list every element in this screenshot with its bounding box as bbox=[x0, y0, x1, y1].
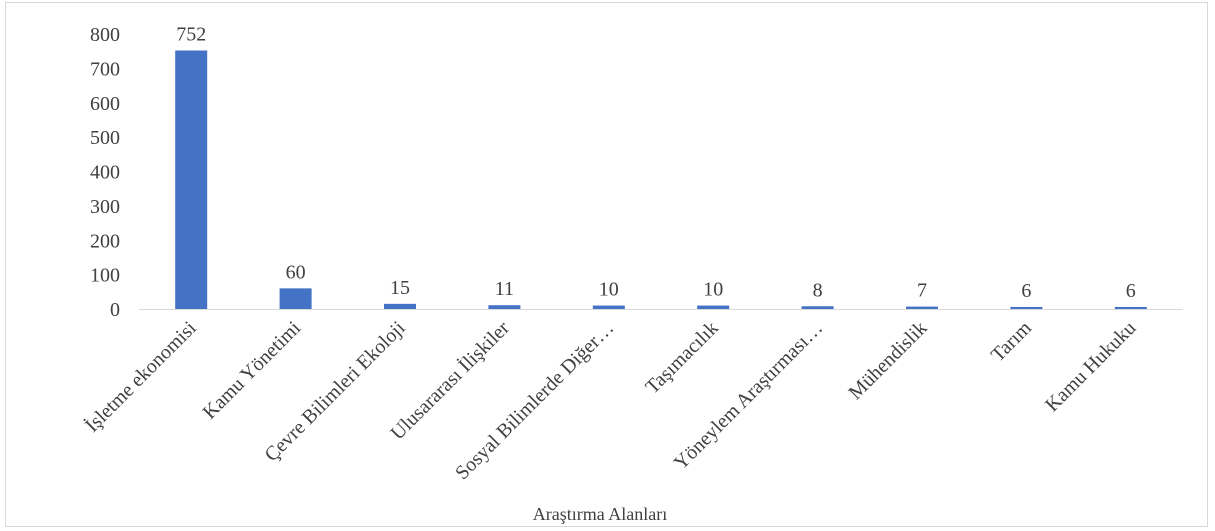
data-label: 7 bbox=[917, 280, 927, 302]
data-label: 6 bbox=[1126, 280, 1136, 302]
bar bbox=[384, 303, 416, 309]
bar bbox=[175, 50, 208, 309]
data-label: 15 bbox=[390, 277, 410, 299]
bar bbox=[697, 305, 730, 309]
bar bbox=[279, 288, 312, 309]
x-category-label: Taşımacılık bbox=[641, 317, 722, 398]
y-tick-label: 500 bbox=[90, 127, 120, 149]
x-axis-title: Araştırma Alanları bbox=[533, 504, 667, 524]
bar bbox=[801, 306, 834, 309]
data-label: 10 bbox=[703, 279, 723, 301]
y-tick-label: 0 bbox=[110, 299, 120, 321]
bars bbox=[175, 50, 1147, 309]
y-tick-label: 800 bbox=[90, 24, 120, 46]
data-label: 6 bbox=[1021, 280, 1031, 302]
x-category-label: Tarım bbox=[987, 317, 1036, 366]
data-labels: 752 60 15 11 10 10 8 7 6 6 bbox=[176, 24, 1136, 302]
bar bbox=[1010, 306, 1043, 309]
data-label: 752 bbox=[176, 24, 206, 46]
y-tick-label: 300 bbox=[90, 196, 120, 218]
x-category-label: Mühendislik bbox=[844, 317, 931, 404]
y-tick-label: 600 bbox=[90, 93, 120, 115]
y-tick-label: 100 bbox=[90, 265, 120, 287]
bar bbox=[906, 306, 938, 309]
x-category-label: Kamu Yönetimi bbox=[199, 317, 306, 424]
chart-frame: 0 100 200 300 400 500 600 700 800 752 60 15 11 10 10 8… bbox=[5, 2, 1208, 527]
data-label: 60 bbox=[286, 261, 306, 283]
y-tick-label: 200 bbox=[90, 230, 120, 252]
data-label: 11 bbox=[495, 278, 514, 300]
x-category-label: Kamu Hukuku bbox=[1041, 317, 1140, 416]
y-tick-label: 700 bbox=[90, 58, 120, 80]
bar bbox=[592, 305, 625, 309]
x-category-label: İşletme ekonomisi bbox=[80, 316, 201, 437]
bar-chart: 0 100 200 300 400 500 600 700 800 752 60 15 11 10 10 8… bbox=[80, 24, 1183, 524]
y-tick-label: 400 bbox=[90, 162, 120, 184]
data-label: 8 bbox=[813, 279, 823, 301]
y-axis: 0 100 200 300 400 500 600 700 800 bbox=[90, 24, 120, 321]
data-label: 10 bbox=[599, 279, 619, 301]
bar bbox=[488, 305, 521, 309]
bar bbox=[1114, 306, 1147, 309]
